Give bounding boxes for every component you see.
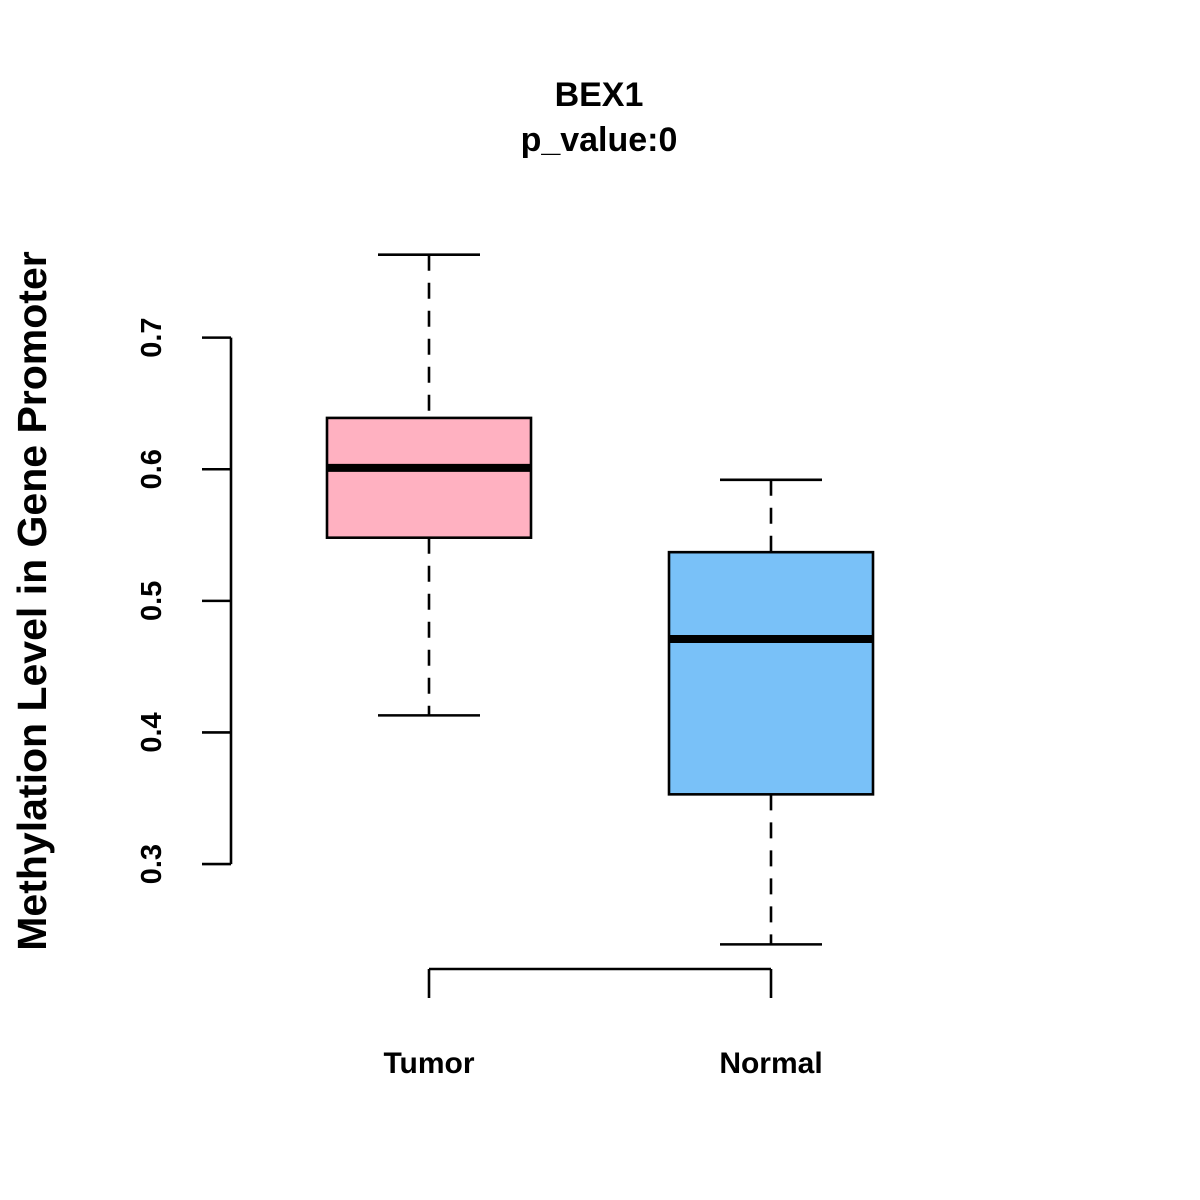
y-axis: 0.3 0.4 0.5 0.6 0.7 bbox=[136, 317, 233, 884]
interquartile-box bbox=[667, 550, 875, 796]
chart-title: BEX1 bbox=[555, 76, 644, 114]
y-axis-label: Methylation Level in Gene Promoter bbox=[9, 251, 55, 950]
chart-subtitle: p_value:0 bbox=[521, 121, 678, 159]
interquartile-box bbox=[325, 416, 533, 539]
box-series bbox=[325, 253, 875, 946]
y-tick-label: 0.5 bbox=[136, 581, 168, 621]
box-normal bbox=[667, 478, 875, 946]
y-tick-label: 0.4 bbox=[136, 712, 168, 752]
x-tick-label: Tumor bbox=[383, 1047, 474, 1080]
y-tick-label: 0.6 bbox=[136, 449, 168, 489]
x-tick-label: Normal bbox=[719, 1047, 822, 1080]
x-axis: Tumor Normal bbox=[383, 967, 823, 1080]
y-tick-label: 0.7 bbox=[136, 317, 168, 357]
box-tumor bbox=[325, 253, 533, 717]
y-tick-label: 0.3 bbox=[136, 844, 168, 884]
